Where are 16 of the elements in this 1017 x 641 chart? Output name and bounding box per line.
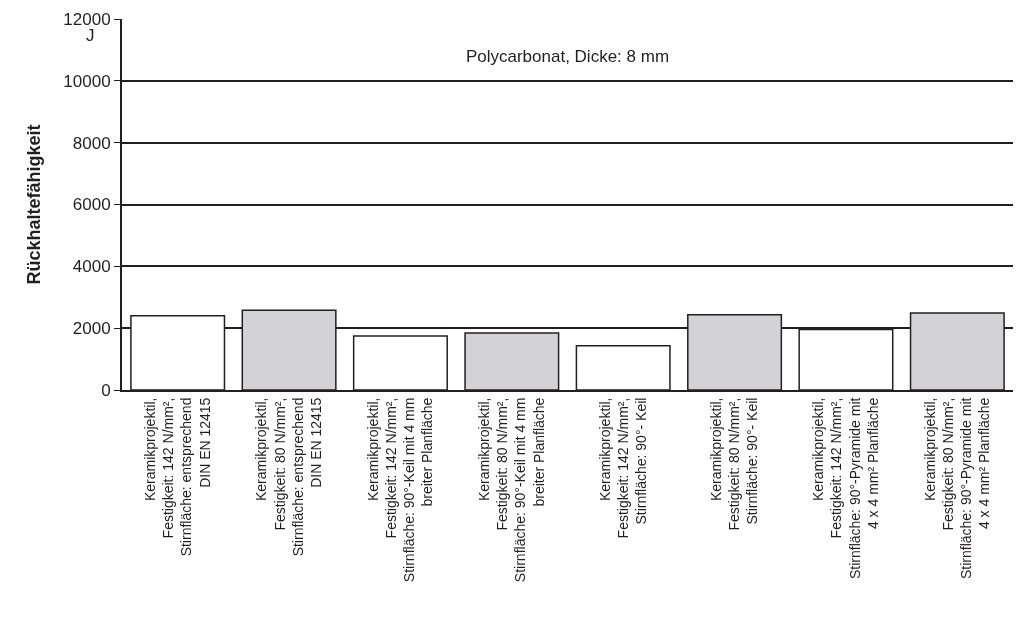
text: J: [86, 26, 95, 45]
y-tick-label: 10000: [63, 71, 111, 91]
y-tick-label: 2000: [72, 319, 111, 339]
y-tick-label: 8000: [72, 133, 111, 153]
x-tick-label: Keramikprojektil, Festigkeit: 80 N/mm², Stirnfläche: 90°- Keil: [707, 397, 761, 531]
y-tick-label: 4000: [72, 257, 111, 277]
text: Polycarbonat, Dicke: 8 mm: [465, 47, 670, 67]
y-tick-label: 12000: [63, 9, 111, 29]
x-tick-label: Keramikprojektil, Festigkeit: 142 N/mm², Stirnfläche: 90°-Pyramide mit 4 x 4 mm² Planfläche: [810, 397, 881, 580]
x-tick-label: Keramikprojektil, Festigkeit: 142 N/mm², Stirnfläche: 90°-Keil mit 4 mm breiter Planfläche: [364, 397, 436, 583]
x-tick-label: Keramikprojektil, Festigkeit: 80 N/mm², Stirnfläche: entsprechend DIN EN 12415: [253, 397, 324, 557]
x-tick-label: Keramikprojektil, Festigkeit: 80 N/mm², Stirnfläche: 90°-Pyramide mit 4 x 4 mm² Planfläche: [921, 397, 993, 580]
y-axis-title: Rückhaltefähigkeit: [24, 124, 45, 285]
y-tick-label: 0: [101, 380, 111, 400]
x-tick-label: Keramikprojektil, Festigkeit: 142 N/mm², Stirnfläche: entsprechend DIN EN 12415: [141, 397, 213, 557]
y-tick-label: 6000: [72, 195, 111, 215]
